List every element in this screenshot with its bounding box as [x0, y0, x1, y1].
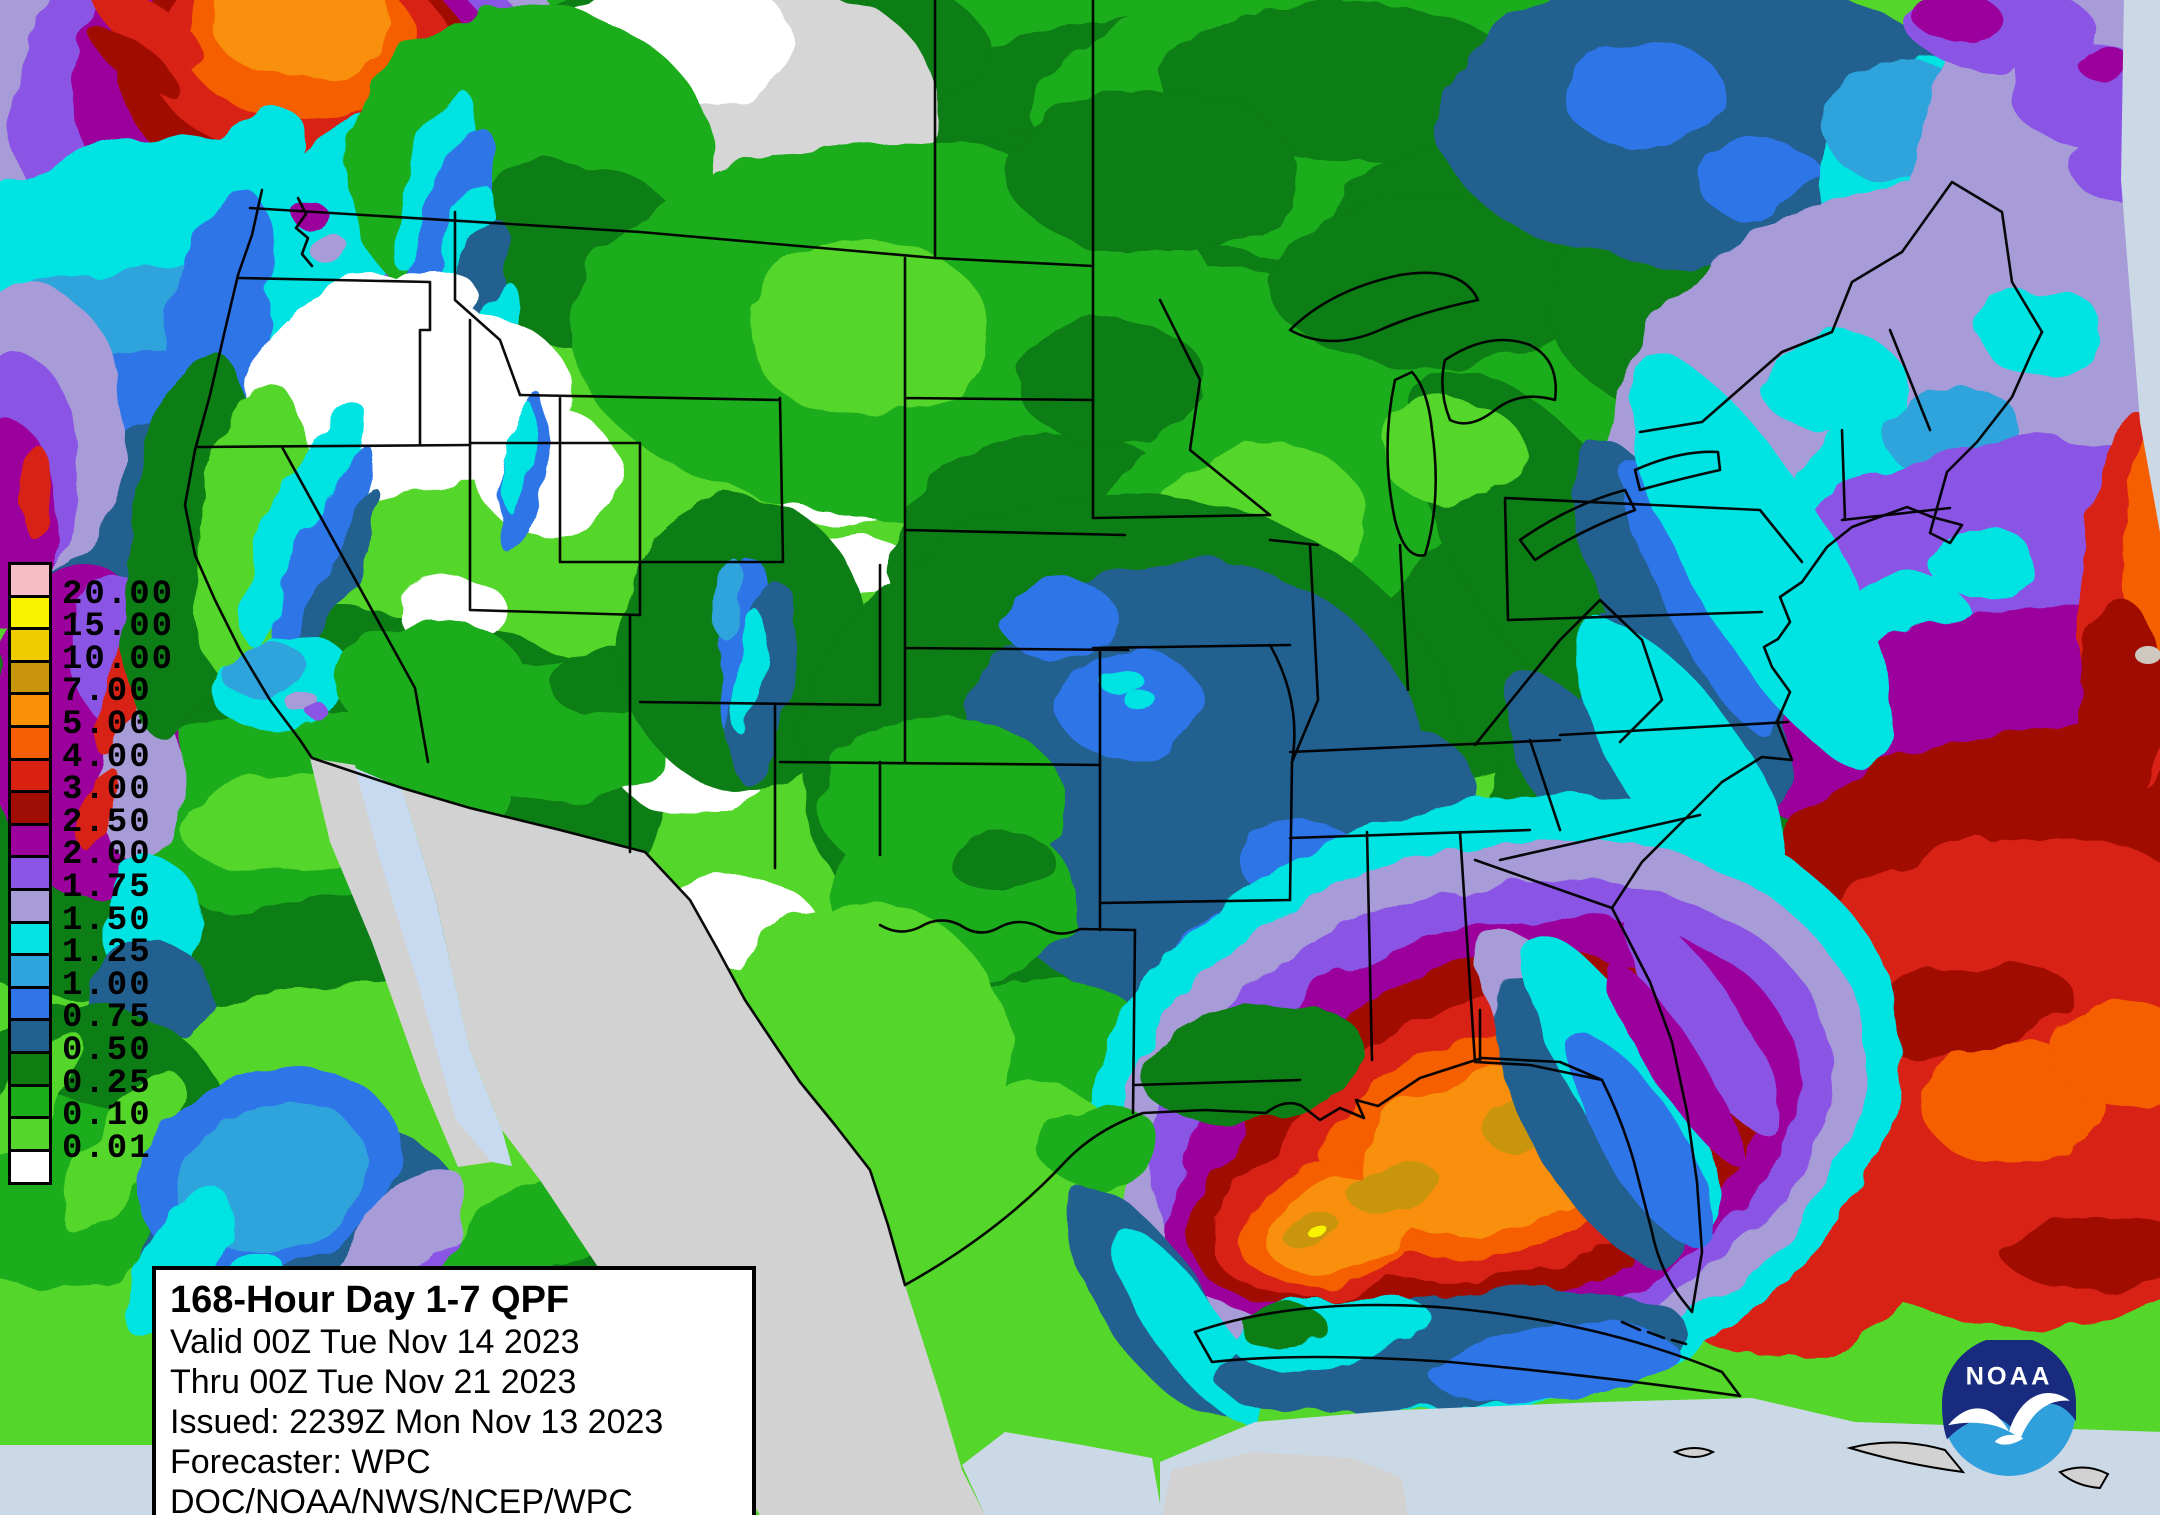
agency-line: DOC/NOAA/NWS/NCEP/WPC [170, 1483, 633, 1515]
caribbean-sea [1160, 1398, 2160, 1515]
noaa-logo: NOAA [1942, 1340, 2076, 1476]
mexico-land [402, 788, 985, 1515]
noaa-gull-left-wing [1948, 1408, 2009, 1432]
state-borders [183, 0, 2044, 1398]
valid-time: Valid 00Z Tue Nov 14 2023 [170, 1323, 580, 1361]
forecaster-line: Forecaster: WPC [170, 1443, 431, 1481]
gulf-of-california [355, 768, 512, 1166]
forecast-info-box: 168-Hour Day 1-7 QPF Valid 00Z Tue Nov 1… [152, 1266, 756, 1515]
map-title: 168-Hour Day 1-7 QPF [170, 1279, 570, 1321]
noaa-logo-text: NOAA [1966, 1363, 2053, 1391]
issued-time: Issued: 2239Z Mon Nov 13 2023 [170, 1403, 664, 1441]
noaa-gull-tail [1994, 1434, 2024, 1445]
thru-time: Thru 00Z Tue Nov 21 2023 [170, 1363, 577, 1401]
noaa-gull-right-wing [2009, 1392, 2070, 1440]
